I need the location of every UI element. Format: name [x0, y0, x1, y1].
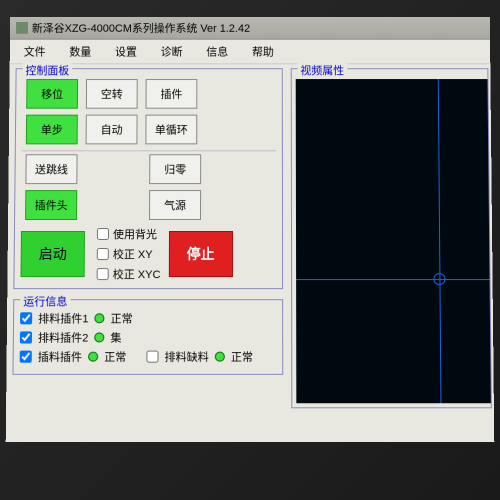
stop-button[interactable]: 停止 — [169, 231, 233, 277]
menu-info[interactable]: 信息 — [202, 42, 232, 62]
content-area: 控制面板 移位 空转 插件 单步 自动 单循环 送跳线 — [6, 64, 495, 442]
air-button[interactable]: 气源 — [149, 190, 201, 220]
spacer — [85, 154, 141, 184]
shift-button[interactable]: 移位 — [26, 79, 78, 109]
cal-xy-chk-input[interactable] — [97, 248, 109, 260]
menu-help[interactable]: 帮助 — [248, 42, 278, 62]
feed2-chk[interactable] — [20, 331, 32, 343]
application-window: 新泽谷XZG-4000CM系列操作系统 Ver 1.2.42 文件 数量 设置 … — [6, 17, 495, 442]
feed2-status: 集 — [110, 329, 121, 345]
app-icon — [16, 22, 28, 34]
single-loop-button[interactable]: 单循环 — [145, 115, 197, 145]
left-panel: 控制面板 移位 空转 插件 单步 自动 单循环 送跳线 — [6, 64, 289, 442]
plugin-status: 正常 — [104, 349, 126, 365]
home-button[interactable]: 归零 — [149, 154, 201, 184]
lack-label: 排料缺料 — [164, 349, 208, 365]
menubar: 文件 数量 设置 诊断 信息 帮助 — [10, 40, 491, 65]
feed1-chk[interactable] — [20, 312, 32, 324]
separator-1 — [22, 150, 276, 151]
feed1-status: 正常 — [111, 310, 133, 326]
lack-chk[interactable] — [146, 351, 158, 363]
row-5: 启动 使用背光 校正 XY — [20, 226, 275, 282]
right-panel: 视频属性 — [288, 64, 494, 442]
run-row-1: 排料插件1 正常 — [20, 310, 276, 326]
status-dot-icon — [94, 332, 104, 342]
row-1: 移位 空转 插件 — [22, 79, 275, 109]
crosshair-horizontal-icon — [296, 279, 490, 280]
checkbox-column: 使用背光 校正 XY 校正 XYC — [97, 226, 161, 282]
titlebar: 新泽谷XZG-4000CM系列操作系统 Ver 1.2.42 — [10, 17, 490, 40]
video-feed — [295, 79, 490, 403]
run-row-2: 排料插件2 集 — [20, 329, 276, 345]
menu-settings[interactable]: 设置 — [111, 42, 141, 62]
run-info-group: 运行信息 排料插件1 正常 排料插件2 集 — [12, 299, 282, 375]
status-dot-icon — [94, 313, 104, 323]
auto-button[interactable]: 自动 — [86, 115, 138, 145]
menu-quantity[interactable]: 数量 — [65, 42, 95, 62]
plugin-button[interactable]: 插件 — [146, 79, 198, 109]
feed1-label: 排料插件1 — [38, 310, 88, 326]
window-title: 新泽谷XZG-4000CM系列操作系统 Ver 1.2.42 — [32, 20, 250, 36]
monitor-bezel: 新泽谷XZG-4000CM系列操作系统 Ver 1.2.42 文件 数量 设置 … — [0, 0, 500, 500]
control-panel-group: 控制面板 移位 空转 插件 单步 自动 单循环 送跳线 — [13, 68, 282, 289]
head-button[interactable]: 插件头 — [25, 190, 77, 220]
run-info-label: 运行信息 — [20, 293, 70, 309]
backlight-checkbox[interactable]: 使用背光 — [97, 226, 161, 242]
start-button[interactable]: 启动 — [21, 231, 85, 277]
cal-xyc-checkbox[interactable]: 校正 XYC — [97, 266, 161, 282]
run-row-3: 插料插件 正常 排料缺料 正常 — [20, 349, 276, 365]
cal-xyc-label: 校正 XYC — [113, 266, 161, 282]
cal-xy-label: 校正 XY — [113, 246, 153, 262]
feed-jump-button[interactable]: 送跳线 — [25, 154, 77, 184]
crosshair-circle-icon — [433, 273, 445, 285]
row-2: 单步 自动 单循环 — [22, 115, 276, 145]
backlight-chk-input[interactable] — [97, 228, 109, 240]
spacer — [85, 190, 141, 220]
backlight-label: 使用背光 — [113, 226, 157, 242]
status-dot-icon — [88, 352, 98, 362]
status-dot-icon — [215, 352, 225, 362]
lack-status: 正常 — [231, 349, 253, 365]
row-4: 插件头 气源 — [21, 190, 276, 220]
step-button[interactable]: 单步 — [26, 115, 78, 145]
plugin-label: 插料插件 — [38, 349, 82, 365]
cal-xyc-chk-input[interactable] — [97, 268, 109, 280]
cal-xy-checkbox[interactable]: 校正 XY — [97, 246, 161, 262]
plugin-chk[interactable] — [20, 351, 32, 363]
row-3: 送跳线 归零 — [21, 154, 275, 184]
video-group: 视频属性 — [290, 68, 491, 408]
menu-diagnostics[interactable]: 诊断 — [157, 42, 187, 62]
control-panel-label: 控制面板 — [22, 62, 72, 78]
menu-file[interactable]: 文件 — [20, 42, 50, 62]
idle-button[interactable]: 空转 — [86, 79, 138, 109]
video-label: 视频属性 — [297, 62, 347, 78]
feed2-label: 排料插件2 — [38, 329, 88, 345]
crosshair-vertical-icon — [438, 79, 442, 403]
